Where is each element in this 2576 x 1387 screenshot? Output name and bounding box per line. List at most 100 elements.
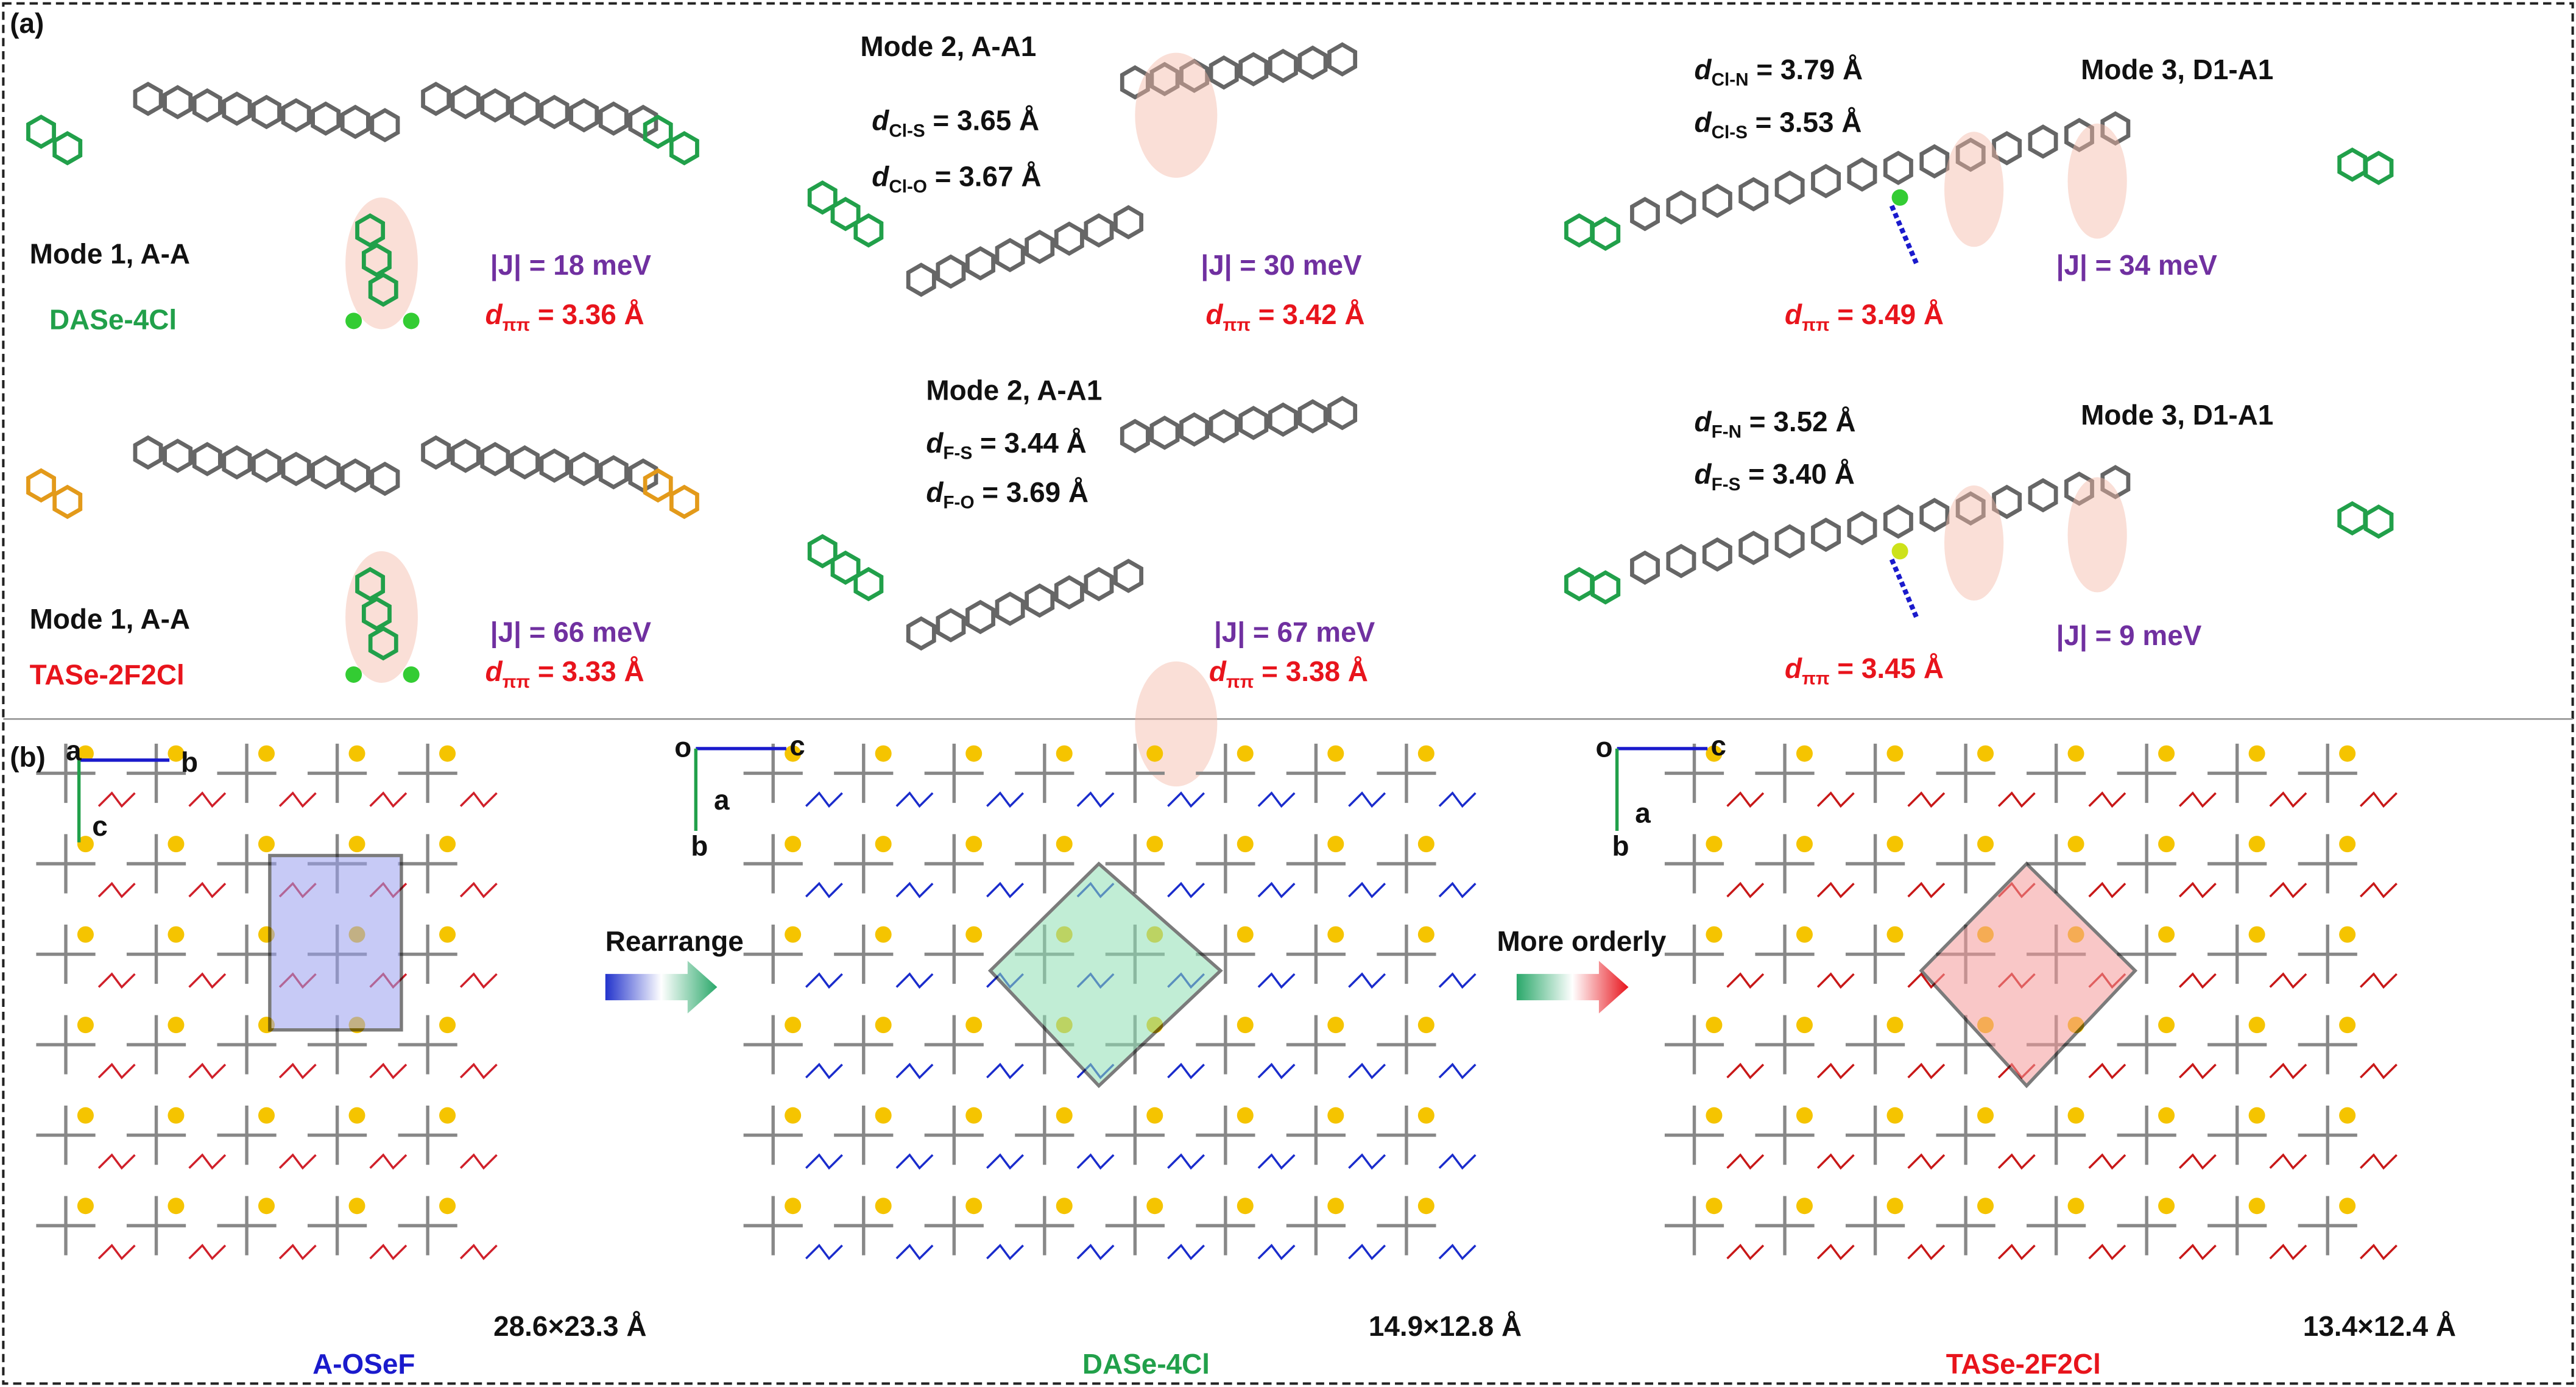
- atom: [1886, 1017, 1904, 1034]
- packing: [743, 924, 803, 984]
- packing: [2207, 1105, 2267, 1165]
- packing: [1105, 743, 1165, 803]
- side-chain: [1816, 1062, 1855, 1079]
- atom: [1146, 745, 1163, 762]
- packing: [1377, 834, 1436, 894]
- side-chain: [1907, 1243, 1946, 1260]
- packing: [1755, 924, 1815, 984]
- ring: [1268, 49, 1298, 83]
- ring: [2028, 124, 2058, 159]
- atom: [1417, 1198, 1434, 1215]
- packing: [1936, 1015, 1996, 1075]
- ring: [1238, 406, 1269, 440]
- atom: [439, 1017, 456, 1034]
- atom: [875, 836, 892, 853]
- packing: [924, 1015, 984, 1075]
- ring: [368, 272, 398, 307]
- side-chain: [895, 972, 934, 989]
- ring: [510, 91, 540, 126]
- symbol: d: [926, 427, 944, 459]
- overlap-highlight: [1135, 52, 1218, 178]
- label: Mode 1, A-A: [30, 603, 190, 635]
- ring: [1054, 221, 1084, 256]
- side-chain: [1907, 1153, 1946, 1170]
- subscript: Cl-N: [1712, 70, 1749, 90]
- contact: [1889, 205, 1919, 264]
- packing: [398, 1105, 457, 1165]
- packing: [2027, 743, 2086, 803]
- ring: [1149, 62, 1180, 97]
- side-chain: [459, 1243, 498, 1260]
- unit-cell: [268, 853, 403, 1032]
- ring: [1590, 570, 1621, 605]
- ring: [1084, 566, 1114, 602]
- label: o: [674, 731, 691, 763]
- packing: [2207, 1015, 2267, 1075]
- atom: [439, 1198, 456, 1215]
- ring: [965, 246, 995, 281]
- ring: [355, 566, 386, 602]
- atom: [2158, 1107, 2175, 1124]
- atom: [77, 745, 94, 762]
- packing: [217, 1105, 277, 1165]
- label: 28.6×23.3 Å: [493, 1310, 646, 1342]
- packing: [36, 924, 96, 984]
- ring: [252, 94, 281, 130]
- packing: [2298, 743, 2357, 803]
- packing: [1015, 834, 1075, 894]
- distance-label: dF-S = 3.40 Å: [1695, 458, 1855, 495]
- unit-cell: [987, 861, 1223, 1089]
- side-chain: [2088, 1243, 2126, 1260]
- ring: [163, 439, 193, 473]
- packing: [217, 1196, 277, 1255]
- label: a: [66, 735, 82, 766]
- packing: [36, 1196, 96, 1255]
- side-chain: [986, 1153, 1024, 1170]
- label: (a): [10, 7, 44, 39]
- side-chain: [1167, 1062, 1205, 1079]
- atom: [2248, 926, 2265, 943]
- distance-label: dCl-S = 3.53 Å: [1695, 106, 1862, 143]
- packing: [2027, 834, 2086, 894]
- packing: [1105, 1196, 1165, 1255]
- side-chain: [1726, 1062, 1765, 1079]
- atom: [1417, 926, 1434, 943]
- side-chain: [1816, 881, 1855, 898]
- packing: [1755, 743, 1815, 803]
- ring: [2064, 471, 2094, 506]
- packing: [126, 1015, 186, 1075]
- ring: [569, 451, 599, 487]
- packing: [398, 834, 457, 894]
- atom: [1146, 836, 1163, 853]
- atom: [2158, 926, 2175, 943]
- ring: [1702, 537, 1732, 572]
- ring: [480, 88, 510, 123]
- subscript: ππ: [503, 315, 530, 335]
- atom: [875, 1198, 892, 1215]
- subscript: Cl-S: [889, 121, 925, 141]
- side-chain: [1438, 1062, 1477, 1079]
- atom: [1977, 836, 1994, 853]
- ring: [1113, 205, 1143, 240]
- side-chain: [1997, 1153, 2036, 1170]
- atom: [168, 926, 185, 943]
- overlap-highlight: [1944, 485, 2004, 601]
- packing: [307, 1105, 367, 1165]
- atom: [2248, 1198, 2265, 1215]
- atom: [348, 745, 365, 762]
- atom: [785, 1107, 802, 1124]
- ring: [2100, 111, 2131, 146]
- atom: [1237, 1017, 1254, 1034]
- side-chain: [188, 881, 227, 898]
- side-chain: [2269, 1153, 2307, 1170]
- ring: [192, 442, 222, 476]
- side-chain: [1726, 972, 1765, 989]
- packing: [1936, 1196, 1996, 1255]
- atom: [1056, 836, 1073, 853]
- packing: [834, 1105, 894, 1165]
- ring: [643, 468, 673, 503]
- label: c: [92, 810, 108, 842]
- side-chain: [986, 791, 1024, 808]
- atom: [1706, 745, 1723, 762]
